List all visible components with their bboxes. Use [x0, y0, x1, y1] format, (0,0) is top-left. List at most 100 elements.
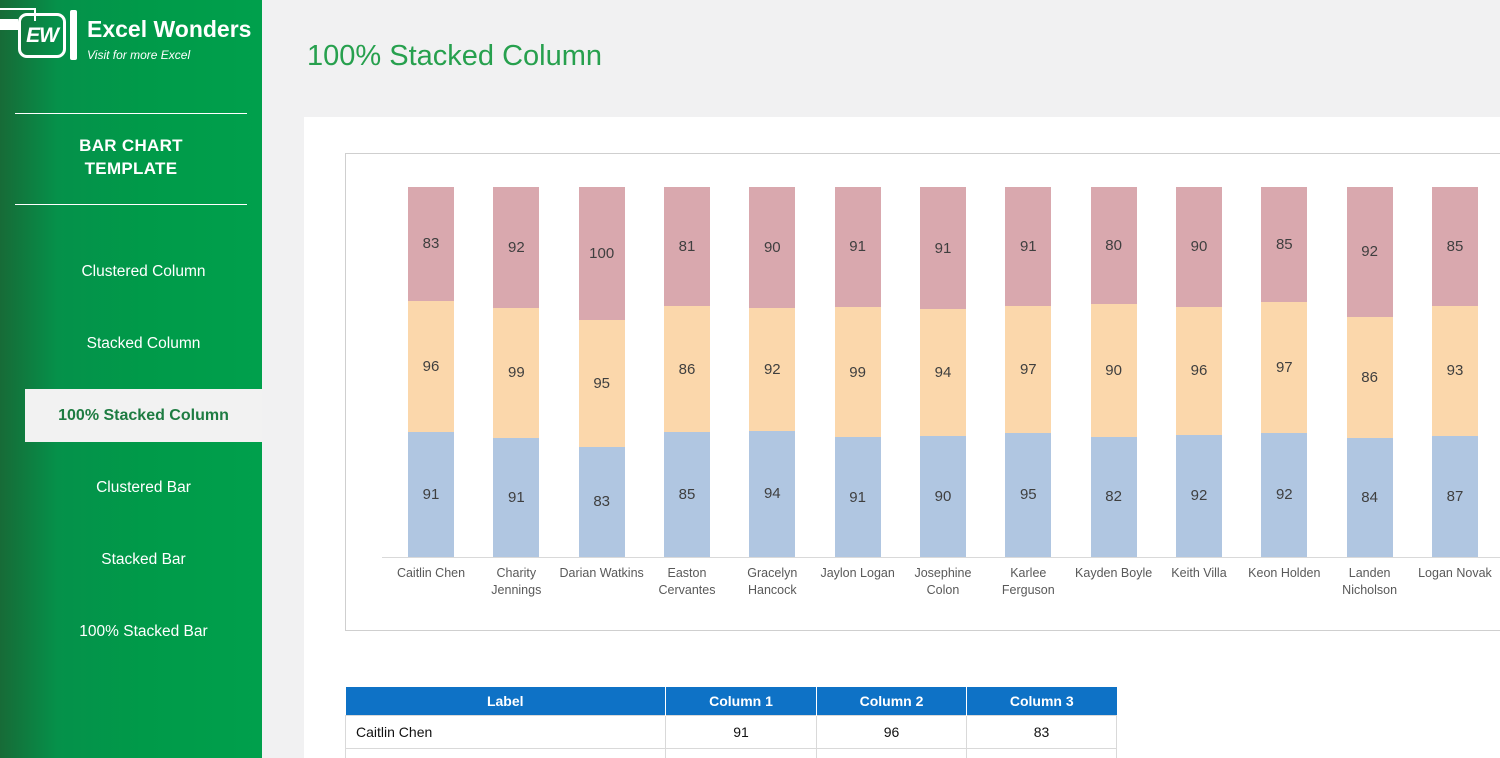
bar-segment-column-2: 97: [1005, 305, 1052, 433]
bar-segment-column-3: 91: [1005, 187, 1052, 306]
sidebar-item-clustered-bar[interactable]: Clustered Bar: [96, 478, 191, 496]
bar-segment-column-1: 95: [1005, 432, 1052, 557]
table-header-row: Label Column 1 Column 2 Column 3: [345, 687, 1117, 715]
bar-column-9: 80 90 82: [1090, 187, 1137, 557]
category-label: Keith Villa: [1171, 566, 1227, 580]
bar-segment-column-3: 91: [919, 187, 966, 310]
bar-value-label: 93: [1446, 362, 1464, 380]
sidebar-item-stacked-column[interactable]: Stacked Column: [86, 334, 201, 352]
bar-value-label: 91: [507, 488, 525, 506]
sidebar-item-clustered-column[interactable]: Clustered Column: [81, 262, 206, 280]
sidebar-item-100-stacked-column[interactable]: 100% Stacked Column: [25, 389, 262, 442]
bar-value-label: 92: [507, 238, 525, 256]
sidebar-item-100-stacked-bar[interactable]: 100% Stacked Bar: [79, 622, 208, 640]
bar-segment-column-2: 94: [919, 309, 966, 436]
table-cell-value[interactable]: 96: [816, 714, 967, 749]
bar-column-13: 85 93 87: [1431, 187, 1478, 557]
logo-notch-fill: [0, 19, 18, 30]
bar-value-label: 91: [422, 486, 440, 504]
category-label: Josephine Colon: [914, 566, 972, 597]
bar-value-label: 97: [1275, 358, 1293, 376]
table-cell-value[interactable]: 99: [816, 747, 967, 758]
category-label: Caitlin Chen: [396, 566, 466, 580]
sidebar-heading: BAR CHART TEMPLATE: [79, 136, 183, 178]
bar-value-label: 90: [934, 487, 952, 505]
bar-value-label: 91: [1019, 237, 1037, 255]
category-label: Landen Nicholson: [1342, 566, 1398, 597]
table-row: Caitlin Chen 91 96 83: [345, 714, 1117, 749]
bar-column-11: 85 97 92: [1261, 187, 1308, 557]
bar-value-label: 95: [1019, 486, 1037, 504]
category-label: Easton Cervantes: [658, 566, 716, 597]
bar-value-label: 99: [849, 363, 866, 381]
bar-value-label: 95: [593, 374, 610, 392]
bar-value-label: 91: [934, 239, 952, 257]
bar-segment-column-3: 80: [1090, 187, 1137, 305]
category-label: Gracelyn Hancock: [747, 566, 798, 597]
bar-value-label: 80: [1105, 237, 1122, 255]
bar-segment-column-1: 92: [1175, 434, 1222, 557]
category-label: Charity Jennings: [491, 566, 542, 597]
sidebar-item-stacked-bar[interactable]: Stacked Bar: [101, 550, 186, 568]
bar-value-label: 94: [763, 485, 781, 503]
bar-value-label: 85: [1275, 235, 1293, 253]
bar-segment-column-1: 91: [493, 437, 540, 557]
table-cell-label[interactable]: Charity Jennings: [345, 747, 666, 758]
x-axis-line: [382, 557, 1500, 558]
bar-segment-column-1: 84: [1346, 438, 1393, 557]
bar-segment-column-2: 97: [1261, 301, 1308, 433]
bar-value-label: 92: [1275, 486, 1293, 504]
bar-value-label: 90: [1105, 362, 1122, 380]
table-cell-value[interactable]: 83: [966, 714, 1117, 749]
bar-column-8: 91 97 95: [1005, 187, 1052, 557]
table-row: Charity Jennings919992: [345, 747, 1117, 758]
bar-column-2: 92 99 91: [493, 187, 540, 557]
bar-segment-column-3: 92: [493, 187, 540, 308]
bar-segment-column-3: 90: [749, 187, 796, 308]
logo-text: Excel Wonders Visit for more Excel: [87, 13, 251, 62]
bar-segment-column-2: 86: [1346, 316, 1393, 439]
bar-segment-column-3: 85: [1431, 187, 1478, 306]
bar-value-label: 90: [1190, 238, 1208, 256]
bar-segment-column-3: 85: [1261, 187, 1308, 302]
table-header-label: Label: [345, 687, 666, 715]
bar-segment-column-1: 82: [1090, 436, 1137, 557]
ew-logo-bar-icon: [70, 10, 77, 60]
table-cell-value[interactable]: 92: [966, 747, 1117, 758]
logo-title: Excel Wonders: [87, 16, 252, 42]
bar-value-label: 90: [763, 238, 781, 256]
bar-value-label: 85: [1446, 237, 1464, 255]
bar-value-label: 83: [593, 493, 610, 511]
bar-column-6: 91 99 91: [834, 187, 881, 558]
stacked-column-chart[interactable]: 83 96 91 Caitlin Chen 92 99 91 Charity Jennings…: [345, 153, 1500, 631]
bar-column-4: 81 86 85: [663, 187, 710, 557]
bar-segment-column-1: 90: [919, 435, 966, 557]
bar-segment-column-2: 90: [1090, 304, 1137, 437]
logo[interactable]: EW Excel Wonders Visit for more Excel: [0, 0, 262, 62]
bar-segment-column-2: 96: [1175, 306, 1222, 435]
bar-segment-column-2: 93: [1431, 305, 1478, 436]
table-cell-label[interactable]: Caitlin Chen: [345, 714, 666, 749]
table-header-column-3: Column 3: [966, 687, 1117, 715]
category-label: Kayden Boyle: [1075, 566, 1153, 580]
bar-segment-column-2: 92: [749, 307, 796, 431]
bar-segment-column-1: 83: [578, 446, 625, 557]
sidebar-divider-bottom: [15, 204, 247, 205]
bar-value-label: 92: [1361, 243, 1378, 261]
table-cell-value[interactable]: 91: [665, 714, 817, 749]
category-label: Darian Watkins: [559, 566, 644, 580]
bar-segment-column-3: 83: [408, 187, 454, 301]
bar-segment-column-3: 92: [1346, 187, 1393, 317]
bar-column-5: 90 92 94: [749, 187, 796, 557]
bar-segment-column-3: 100: [578, 187, 625, 321]
bar-column-10: 90 96 92: [1175, 187, 1222, 557]
bar-value-label: 84: [1361, 489, 1378, 507]
bar-value-label: 92: [1190, 487, 1208, 505]
bar-value-label: 96: [1190, 362, 1208, 380]
category-label: Logan Novak: [1418, 566, 1492, 580]
bar-column-12: 92 86 84: [1346, 187, 1393, 557]
bar-segment-column-1: 87: [1431, 435, 1478, 557]
bar-value-label: 97: [1019, 360, 1037, 378]
table-cell-value[interactable]: 91: [665, 747, 817, 758]
bar-segment-column-2: 96: [408, 300, 454, 433]
